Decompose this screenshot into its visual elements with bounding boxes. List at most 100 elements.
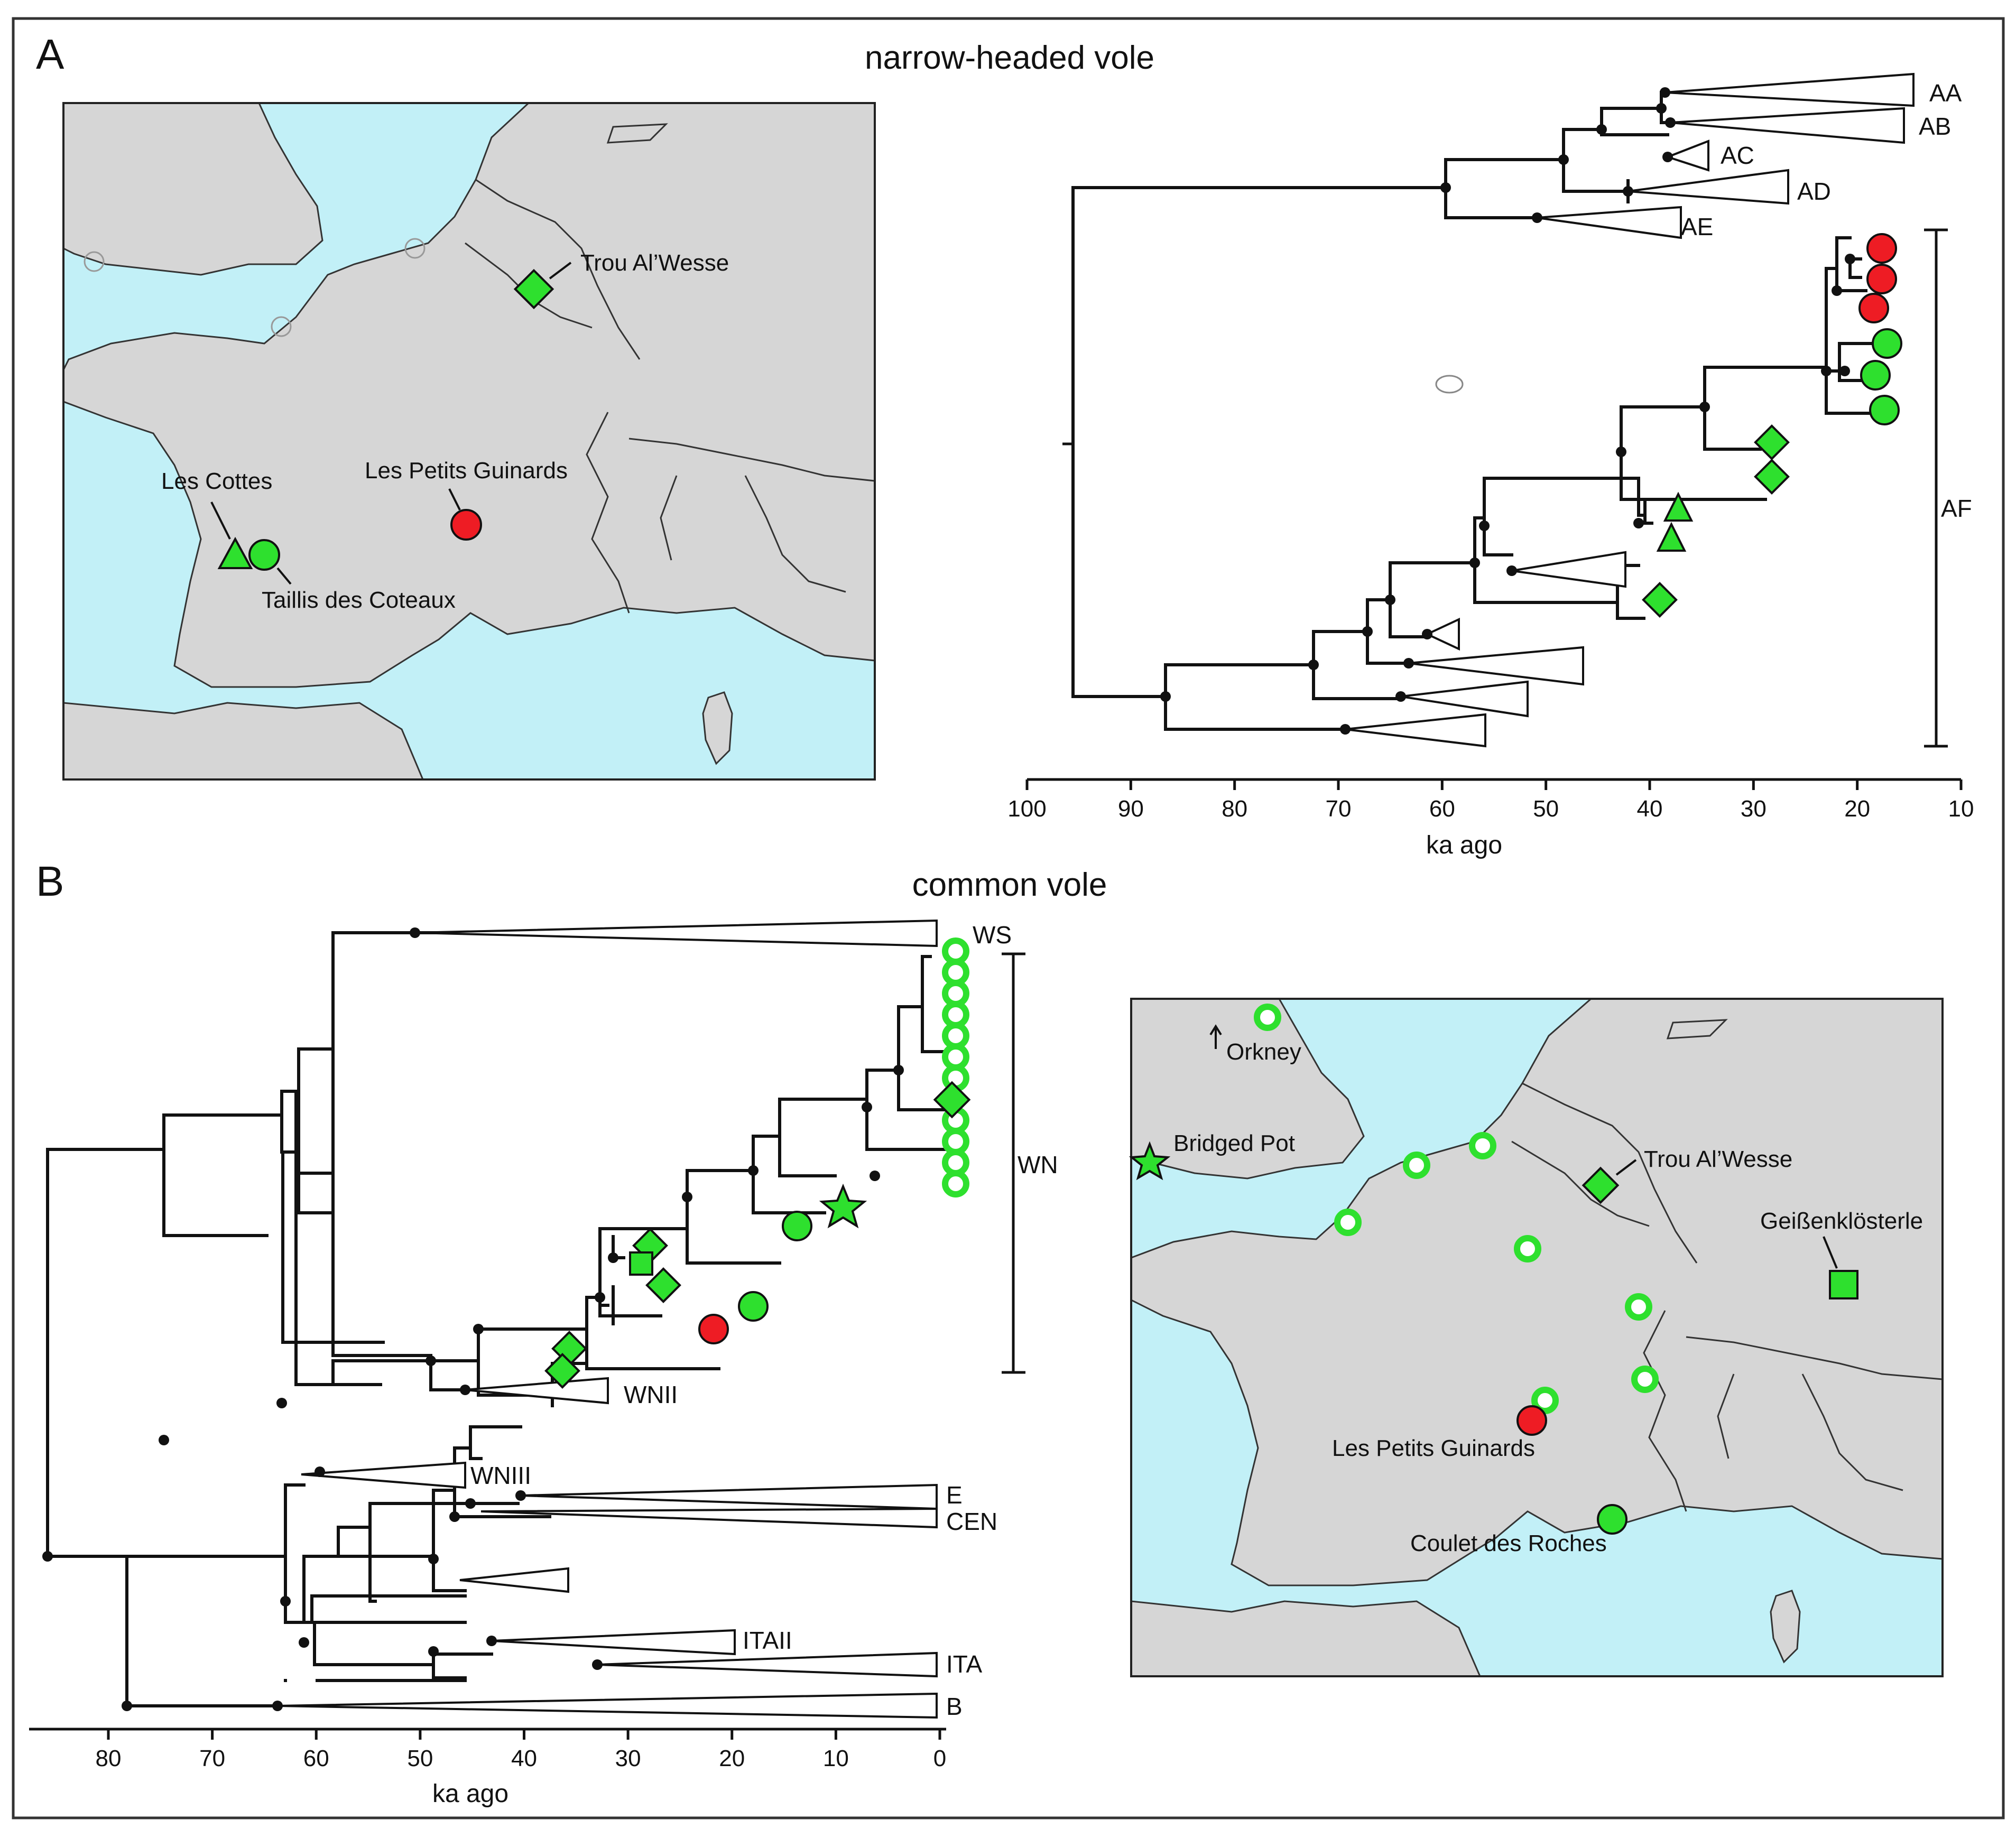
axis-b-tick-label: 0 <box>933 1746 946 1771</box>
axis-a-ticks: 100 90 80 70 60 50 40 30 20 10 <box>1007 779 1974 822</box>
node <box>893 1065 904 1075</box>
axis-a-tick-label: 60 <box>1429 796 1455 822</box>
label-geissenklosterle: Geißenklösterle <box>1760 1208 1923 1234</box>
node <box>272 1701 283 1711</box>
clade-label-af: AF <box>1941 495 1972 522</box>
map-a-england <box>62 102 323 276</box>
node <box>299 1637 309 1648</box>
clade-ad-triangle <box>1627 169 1789 205</box>
map-b: Orkney Bridged Pot Trou Al’Wesse Geißenk… <box>1129 998 1944 1677</box>
leader-line <box>1823 1236 1838 1269</box>
tip-red-circle <box>1858 293 1889 323</box>
node <box>280 1596 291 1607</box>
orkney-arrow <box>1209 1024 1222 1049</box>
tree-b-ws-wn-tips <box>942 937 969 1197</box>
clade-e-triangle <box>520 1483 938 1510</box>
tip-green-diamond <box>933 1081 971 1119</box>
leader-line <box>210 502 231 540</box>
af-subclade-triangle <box>1345 713 1486 748</box>
map-a-site-marker <box>84 251 105 272</box>
node <box>1558 154 1569 165</box>
map-a-site-marker <box>271 316 292 337</box>
site-les-cottes-triangle <box>217 536 253 569</box>
clade-label-wn: WN <box>1018 1151 1058 1178</box>
af-subclade-triangle <box>1425 617 1460 651</box>
clade-ab-triangle <box>1670 107 1905 144</box>
label-coulet-des-roches: Coulet des Roches <box>1410 1530 1607 1556</box>
tree-b-nodes <box>42 927 904 1711</box>
clade-aa-triangle <box>1664 72 1915 107</box>
tip-green-circle <box>738 1291 769 1322</box>
site-trou-al-wesse-diamond <box>513 268 554 310</box>
clade-itaii-triangle <box>491 1629 736 1656</box>
clade-af-bracket <box>1924 228 1948 748</box>
axis-a-tick-label: 10 <box>1948 796 1974 822</box>
axis-a-tick-label: 80 <box>1222 796 1247 822</box>
map-a-corsica <box>702 691 733 765</box>
leader-line <box>1615 1159 1637 1176</box>
node <box>486 1636 497 1646</box>
clade-wniii-triangle <box>301 1461 466 1489</box>
site-ring <box>1625 1293 1652 1321</box>
node <box>122 1701 132 1711</box>
clade-label-ac: AC <box>1721 142 1754 169</box>
node <box>1469 558 1480 568</box>
panel-a-letter: A <box>36 31 64 78</box>
stray-ellipse <box>1435 375 1464 394</box>
tree-a-nodes <box>1160 87 1855 735</box>
node <box>1845 254 1855 264</box>
axis-a-tick-label: 20 <box>1844 796 1870 822</box>
label-les-cottes: Les Cottes <box>161 468 272 494</box>
clade-label-b: B <box>946 1693 963 1720</box>
axis-b-ticks: 80 70 60 50 40 30 20 10 0 <box>96 1729 946 1771</box>
site-taillis-des-coteaux-circle <box>248 539 280 571</box>
tree-b: WS WN WNII WNIII E CEN ITAII ITA B 80 70 6… <box>29 919 1058 1808</box>
site-ring <box>1531 1387 1559 1414</box>
clade-label-wniii: WNIII <box>470 1462 531 1489</box>
map-b-island <box>1666 1019 1728 1039</box>
tip-red-circle <box>1866 264 1897 294</box>
label-bridged-pot: Bridged Pot <box>1173 1130 1295 1156</box>
clade-wn-bracket <box>1002 952 1025 1374</box>
node <box>870 1171 880 1181</box>
axis-b-tick-label: 70 <box>199 1746 225 1771</box>
node <box>1665 117 1676 128</box>
node <box>1616 447 1626 457</box>
node <box>1832 285 1842 296</box>
node <box>1308 660 1319 670</box>
tip-green-circle <box>1872 328 1902 359</box>
map-a-site-marker <box>404 238 426 259</box>
panel-b-letter: B <box>36 858 64 905</box>
label-les-petits-guinards-b: Les Petits Guinards <box>1332 1435 1535 1461</box>
map-b-corsica <box>1770 1590 1801 1664</box>
node <box>465 1498 476 1509</box>
panel-b: B common vole <box>29 858 1944 1808</box>
node <box>1395 691 1406 702</box>
axis-b-title: ka ago <box>432 1780 508 1808</box>
site-les-petits-guinards-circle <box>450 509 482 541</box>
node <box>1821 366 1832 376</box>
map-a-iberia <box>62 702 424 781</box>
axis-b-tick-label: 40 <box>511 1746 537 1771</box>
tip-green-diamond <box>544 1353 580 1389</box>
node <box>1596 124 1607 135</box>
tip-open-ring <box>942 1170 969 1197</box>
node <box>595 1292 605 1303</box>
clade-label-wnii: WNII <box>624 1381 678 1408</box>
node <box>862 1102 872 1112</box>
label-taillis-des-coteaux: Taillis des Coteaux <box>262 587 456 613</box>
clade-label-ae: AE <box>1681 213 1713 240</box>
site-les-petits-guinards-circle-b <box>1516 1405 1547 1436</box>
tip-green-diamond <box>1754 459 1790 495</box>
panel-a-title: narrow-headed vole <box>865 40 1154 76</box>
axis-a-tick-label: 90 <box>1118 796 1144 822</box>
clade-b-triangle <box>277 1692 938 1719</box>
map-a-island <box>606 123 668 144</box>
tip-green-star <box>819 1183 867 1229</box>
clade-subclade-triangle <box>459 1567 569 1593</box>
tip-green-circle <box>782 1211 812 1241</box>
axis-a-tick-label: 40 <box>1637 796 1663 822</box>
clade-label-ad: AD <box>1797 178 1831 205</box>
site-trou-al-wesse-diamond <box>1582 1166 1620 1204</box>
